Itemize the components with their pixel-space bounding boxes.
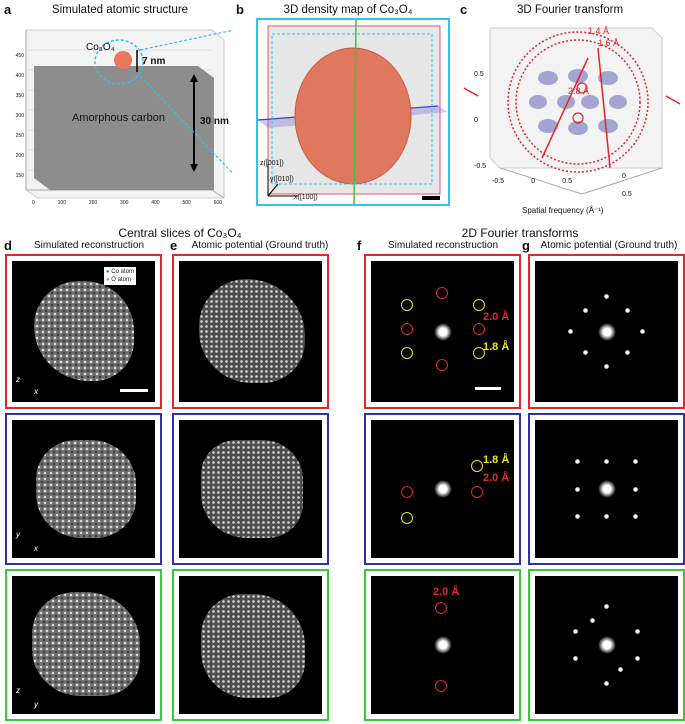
tile-d-xy: y x (5, 413, 162, 565)
tile-g-xy (528, 413, 685, 565)
panel-c-bottom-ticks: -0.5 0 0.5 (492, 178, 572, 185)
particle-label: Co₃O₄ (86, 42, 115, 53)
tile-f-yz: 2.0 Å (364, 569, 521, 721)
panel-g-title: Atomic potential (Ground truth) (540, 240, 678, 251)
particle-size-label: 7 nm (142, 56, 166, 67)
panel-a-label: a (4, 2, 12, 17)
axis-y: y (16, 530, 20, 539)
central-slices-title: Central slices of Co₃O₄ (118, 226, 242, 240)
axis-z: z (16, 686, 20, 695)
tile-e-xy (172, 413, 329, 565)
ring-1-6-label: 1.6 Å (598, 38, 620, 48)
tile-e-xz (172, 254, 329, 409)
tile-f-xz: 2.0 Å 1.8 Å (364, 254, 521, 409)
axis-y-label: y([010]) (270, 176, 294, 183)
panel-b-label: b (236, 2, 244, 17)
panel-a-title: Simulated atomic structure (51, 4, 189, 16)
fourier-title: 2D Fourier transforms (461, 226, 579, 240)
panel-c-xlabel: Spatial frequency (Å⁻¹) (522, 206, 604, 215)
tile-f-xy: 1.8 Å 2.0 Å (364, 413, 521, 565)
support-size-label: 30 nm (200, 116, 229, 127)
panel-e-label: e (170, 238, 178, 253)
axis-z: z (16, 375, 20, 384)
panel-g-label: g (522, 238, 530, 253)
panel-b-figure: z([001]) y([010]) x([100]) (256, 18, 450, 206)
spacing-2-0-label: 2.0 Å (433, 586, 460, 598)
panel-b-title: 3D density map of Co₃O₄ (283, 4, 413, 16)
spacing-2-0-label: 2.0 Å (483, 311, 510, 323)
panel-a-yticks: 450 400 350 300 250 200 150 (15, 53, 24, 179)
panel-c-figure: 1.4 Å 1.6 Å 2.8 Å 0.5 0 -0.5 -0.5 0 0.5 0 0.5… (462, 18, 682, 218)
ring-1-4-label: 1.4 Å (588, 26, 610, 36)
support-label: Amorphous carbon (72, 112, 165, 124)
tile-g-xz (528, 254, 685, 409)
panel-d-label: d (4, 238, 12, 253)
spacing-2-0-label: 2.0 Å (483, 472, 510, 484)
panel-c-label: c (460, 2, 468, 17)
scale-bar (475, 387, 501, 390)
panel-c-right-ticks: 0 0.5 (622, 173, 632, 198)
tile-g-yz (528, 569, 685, 721)
axis-x: x (34, 387, 38, 396)
axis-z-label: z([001]) (260, 160, 284, 167)
axis-y: y (34, 700, 38, 709)
ring-2-8-label: 2.8 Å (568, 86, 590, 96)
panel-c-left-ticks: 0.5 0 -0.5 (474, 71, 487, 170)
panel-a-xticks: 0 100 200 300 400 500 600 (32, 200, 222, 206)
scale-bar (120, 389, 148, 392)
tile-d-xz: ● Co atom ● O atom z x (5, 254, 162, 409)
panel-d-title: Simulated reconstruction (33, 240, 145, 251)
tile-e-yz (172, 569, 329, 721)
panel-f-label: f (357, 238, 362, 253)
panel-a-figure: Co₃O₄ 7 nm Amorphous carbon 30 nm 450 400… (2, 20, 263, 210)
atom-legend: ● Co atom ● O atom (104, 267, 136, 285)
axis-x-label: x([100]) (294, 194, 318, 201)
panel-f-title: Simulated reconstruction (387, 240, 499, 251)
panel-c-title: 3D Fourier transform (516, 4, 624, 16)
spacing-1-8-label: 1.8 Å (483, 341, 510, 353)
spacing-1-8-label: 1.8 Å (483, 454, 510, 466)
axis-x: x (34, 544, 38, 553)
tile-d-yz: z y (5, 569, 162, 721)
panel-e-title: Atomic potential (Ground truth) (191, 240, 329, 251)
